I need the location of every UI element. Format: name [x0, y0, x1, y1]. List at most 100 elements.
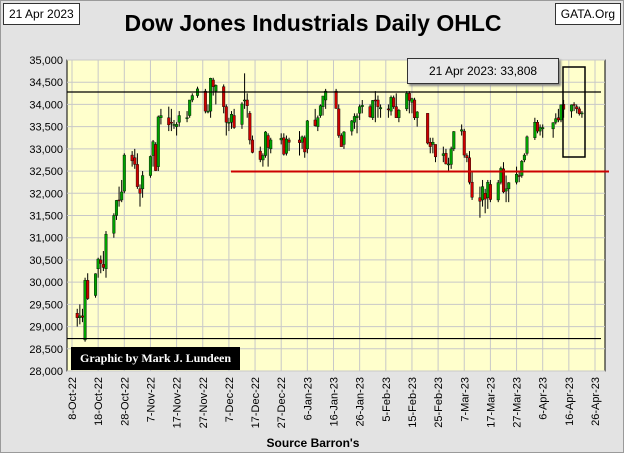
ohlc-bar	[284, 135, 288, 156]
bar-body	[230, 114, 234, 123]
bar-body	[337, 108, 341, 136]
ohlc-bar	[240, 102, 244, 129]
bar-body	[577, 108, 581, 114]
ohlc-bar	[167, 106, 171, 132]
x-tick-label: 15-Feb-23	[407, 377, 419, 428]
y-axis-ticks: 28,000 28,500 29,000 29,500 30,000 30,500 31,0…	[29, 55, 63, 378]
bar-body	[175, 124, 179, 127]
bar-body	[243, 99, 247, 102]
ohlc-bar	[449, 146, 453, 169]
bar-body	[501, 168, 505, 193]
bar-body	[342, 131, 346, 145]
bar-body	[318, 105, 322, 116]
ohlc-bar	[305, 119, 309, 154]
x-tick-label: 5-Feb-23	[381, 377, 393, 422]
ohlc-bar	[462, 128, 466, 158]
ohlc-bar	[376, 95, 380, 118]
ohlc-bar	[413, 97, 417, 120]
last-close-annotation: 21 Apr 2023: 33,808	[407, 58, 559, 84]
bar-body	[211, 79, 215, 87]
bar-body	[520, 161, 524, 176]
ohlc-bar	[209, 77, 213, 118]
bar-body	[78, 315, 82, 318]
y-tick-label: 33,500	[29, 122, 63, 134]
bar-body	[405, 93, 409, 110]
y-tick-label: 29,500	[29, 299, 63, 311]
bar-body	[507, 182, 511, 190]
bar-body	[122, 154, 126, 192]
ohlc-bar	[444, 148, 448, 165]
ohlc-bar	[426, 113, 430, 145]
bar-body	[83, 280, 87, 341]
ohlc-bar	[554, 113, 558, 125]
bar-body	[334, 90, 338, 109]
bar-body	[114, 200, 118, 216]
bar-body	[159, 115, 163, 118]
date-label: 21 Apr 2023	[3, 3, 80, 25]
ohlc-bar	[287, 137, 291, 152]
x-tick-label: 6-Jan-23	[302, 377, 314, 420]
bar-body	[433, 144, 437, 158]
ohlc-bar	[250, 135, 254, 154]
ohlc-bar	[169, 108, 173, 132]
ohlc-bar	[452, 131, 456, 152]
ohlc-bar	[99, 255, 103, 274]
bar-body	[266, 135, 270, 148]
bar-body	[282, 137, 286, 155]
ohlc-bar	[415, 111, 419, 127]
ohlc-bar	[467, 151, 471, 185]
bar-body	[151, 141, 155, 156]
ohlc-bar	[522, 153, 526, 163]
ohlc-bar	[269, 137, 273, 154]
ohlc-bar	[117, 186, 121, 207]
bar-body	[138, 188, 142, 194]
bar-body	[554, 118, 558, 123]
ohlc-bar	[397, 108, 401, 123]
bar-body	[551, 122, 555, 130]
bar-body	[154, 144, 158, 171]
ohlc-bar	[318, 104, 322, 118]
bar-body	[148, 156, 152, 176]
ohlc-bar	[575, 104, 579, 114]
bar-body	[94, 273, 98, 296]
ohlc-bar	[525, 135, 529, 156]
ohlc-bar	[248, 111, 252, 145]
ohlc-bar	[342, 131, 346, 149]
bar-body	[240, 103, 244, 125]
bar-body	[428, 141, 432, 147]
y-tick-label: 28,500	[29, 344, 63, 356]
bar-body	[209, 78, 213, 112]
bar-body	[279, 137, 283, 141]
ohlc-bar	[580, 111, 584, 118]
bar-body	[415, 111, 419, 118]
bar-body	[392, 97, 396, 107]
x-tick-label: 17-Dec-22	[250, 377, 262, 428]
bar-body	[177, 115, 181, 123]
bar-body	[169, 121, 173, 124]
x-axis-ticks: 8-Oct-22 18-Oct-22 28-Oct-22 7-Nov-22 17-Nov…	[67, 377, 602, 428]
bar-body	[284, 138, 288, 154]
x-axis-label: Source Barron's	[266, 436, 360, 450]
bar-body	[112, 215, 116, 234]
bar-body	[504, 188, 508, 192]
ohlc-bar	[75, 308, 79, 327]
ohlc-bar	[407, 91, 411, 114]
ohlc-bar	[470, 171, 474, 200]
y-tick-label: 33,000	[29, 144, 63, 156]
ohlc-bar	[405, 91, 409, 112]
ohlc-bar	[541, 124, 545, 138]
ohlc-bar	[379, 104, 383, 118]
bar-body	[232, 115, 236, 128]
bar-body	[389, 97, 393, 112]
x-tick-label: 17-Mar-23	[485, 377, 497, 428]
bar-body	[559, 104, 563, 121]
y-tick-label: 31,500	[29, 211, 63, 223]
bar-body	[499, 168, 503, 183]
bar-body	[483, 193, 487, 200]
ohlc-bar	[507, 182, 511, 203]
bar-body	[447, 163, 451, 166]
bar-body	[355, 115, 359, 118]
ohlc-bar	[535, 119, 539, 134]
y-tick-label: 30,000	[29, 277, 63, 289]
